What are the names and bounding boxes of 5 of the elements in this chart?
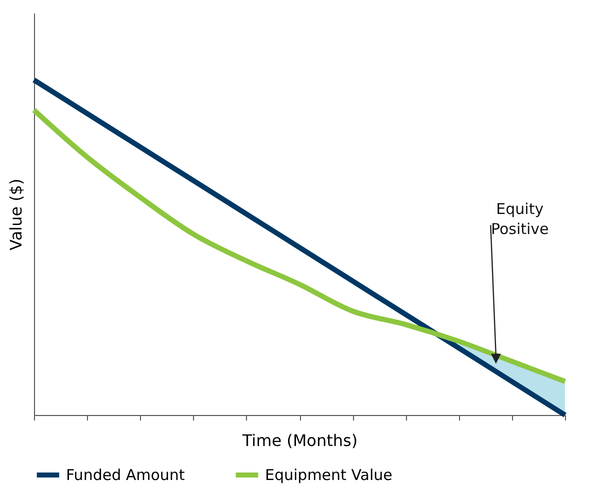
legend-label: Funded Amount xyxy=(66,466,185,484)
y-axis-title: Value ($) xyxy=(6,178,26,250)
legend-label: Equipment Value xyxy=(265,466,392,484)
annotation: Equity Positive xyxy=(490,200,549,238)
x-axis-title: Time (Months) xyxy=(241,431,358,450)
